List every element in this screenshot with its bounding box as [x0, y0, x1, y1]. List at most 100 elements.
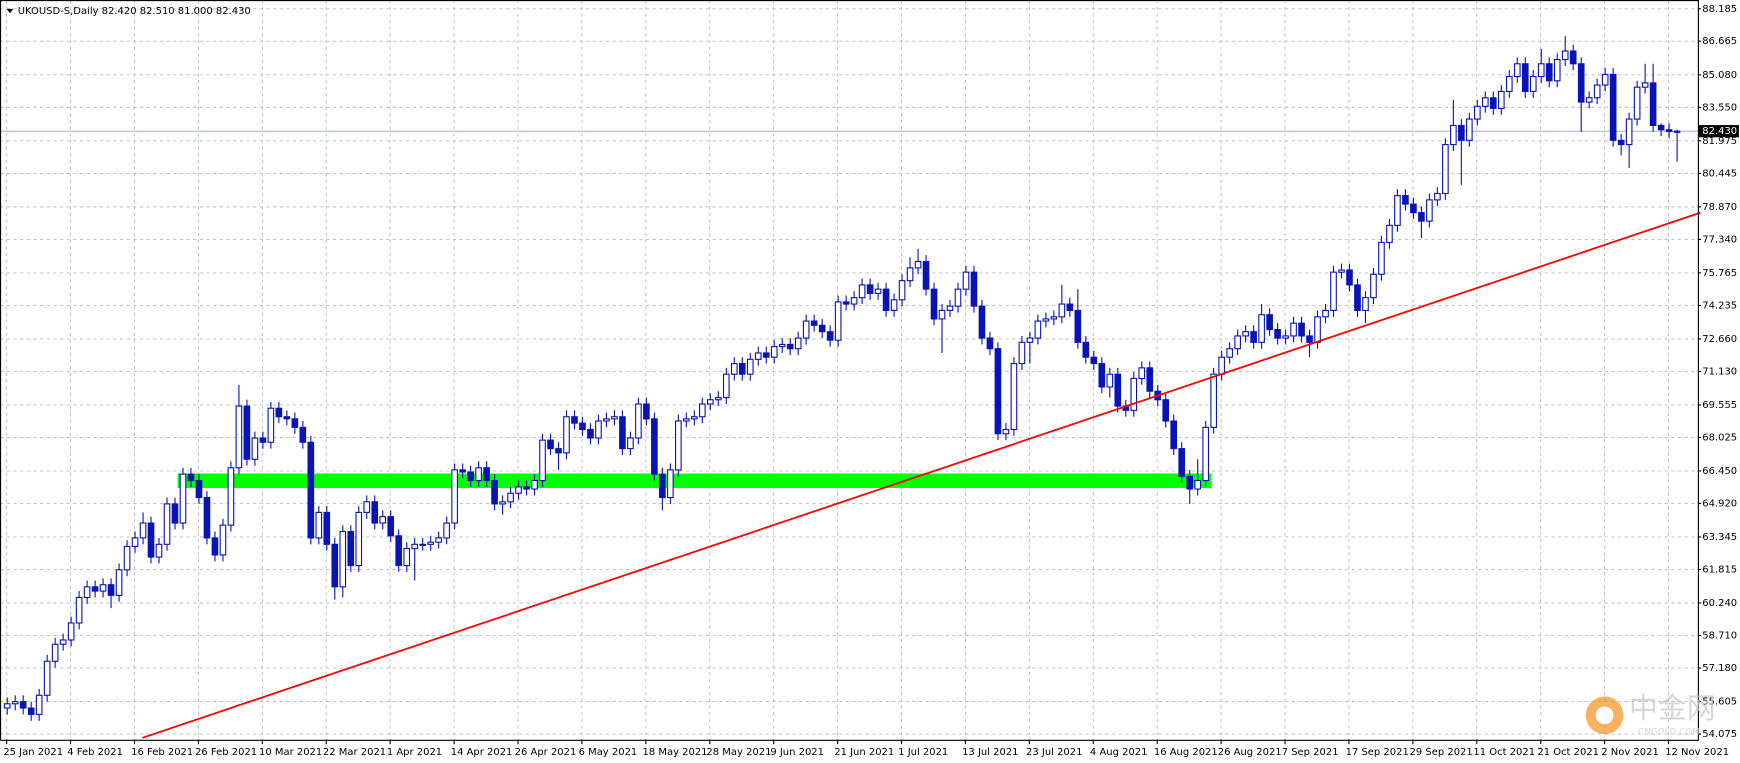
candle-body — [1298, 322, 1305, 337]
x-tick-label: 26 Aug 2021 — [1218, 747, 1282, 758]
candle-body — [1274, 329, 1281, 339]
candle-body — [842, 301, 850, 305]
candle-body — [1434, 192, 1441, 201]
candle-body — [738, 363, 746, 375]
candle-body — [227, 467, 235, 526]
candle-body — [1354, 284, 1361, 311]
candle-body — [555, 448, 562, 454]
candle-body — [994, 348, 1002, 435]
candle-body — [1410, 203, 1417, 214]
candle-body — [1034, 320, 1042, 339]
x-tick-label: 18 May 2021 — [643, 747, 708, 758]
candle-body — [946, 305, 954, 311]
candle-body — [1513, 63, 1521, 78]
candle-body — [467, 471, 474, 482]
candle-body — [1194, 479, 1202, 490]
candle-body — [331, 543, 339, 588]
candle-body — [515, 486, 522, 494]
candle-body — [683, 418, 690, 422]
trendline — [142, 211, 1701, 739]
candle-body — [834, 301, 842, 341]
candle-body — [603, 418, 610, 422]
candle-body — [691, 416, 698, 420]
candle-body — [291, 418, 299, 428]
candle-body — [850, 297, 858, 305]
candle-body — [1146, 367, 1154, 392]
overlays — [0, 130, 1698, 488]
candle-body — [1226, 348, 1233, 358]
candle-body — [675, 420, 682, 471]
candle-body — [770, 346, 778, 358]
candle-body — [643, 403, 650, 420]
y-tick-label: 54.075 — [1702, 729, 1737, 740]
candle-body — [1170, 420, 1178, 450]
candle-body — [1162, 399, 1170, 422]
y-tick-label: 85.080 — [1702, 70, 1737, 81]
grid — [0, 0, 1698, 740]
candle-body — [11, 701, 19, 705]
candle-body — [802, 320, 810, 339]
candle-body — [1641, 82, 1649, 88]
x-tick-label: 9 Jun 2021 — [770, 747, 824, 758]
candle-body — [970, 271, 978, 307]
candle-body — [1330, 271, 1337, 311]
candle-body — [131, 537, 139, 547]
candle-body — [1497, 90, 1505, 109]
candle-body — [571, 416, 578, 424]
candle-body — [347, 530, 355, 567]
candle-body — [315, 511, 323, 539]
candle-body — [595, 420, 602, 439]
candle-body — [1042, 318, 1050, 322]
candle-body — [1210, 373, 1218, 428]
candle-body — [1290, 322, 1297, 337]
candle-body — [746, 358, 754, 375]
candle-body — [1529, 75, 1537, 92]
watermark-title: 中金网 — [1629, 691, 1716, 725]
candle-body — [1074, 309, 1082, 343]
x-tick-label: 28 May 2021 — [706, 747, 771, 758]
candle-body — [355, 511, 363, 567]
candle-body — [1450, 124, 1457, 146]
candle-body — [187, 473, 195, 482]
logo-inner — [1595, 706, 1614, 725]
candle-body — [19, 701, 27, 709]
candle-body — [906, 267, 914, 282]
candle-body — [1537, 63, 1545, 78]
candle-body — [243, 405, 251, 460]
candle-body — [99, 584, 107, 592]
x-tick-label: 14 Apr 2021 — [451, 747, 513, 758]
candle-body — [1633, 86, 1641, 120]
candle-body — [1234, 335, 1241, 350]
candle-body — [714, 397, 722, 401]
y-tick-label: 75.765 — [1702, 268, 1737, 279]
x-tick-label: 16 Feb 2021 — [131, 747, 193, 758]
candle-body — [1673, 130, 1681, 133]
candle-body — [579, 422, 586, 431]
y-tick-label: 86.665 — [1702, 36, 1737, 47]
x-tick-label: 29 Sep 2021 — [1410, 747, 1473, 758]
candle-body — [27, 707, 35, 715]
candle-body — [307, 441, 315, 539]
candle-body — [1130, 377, 1138, 411]
x-tick-label: 21 Jun 2021 — [834, 747, 894, 758]
candle-body — [123, 545, 131, 571]
candle-body — [922, 260, 930, 290]
candle-body — [754, 352, 762, 360]
candle-body — [627, 437, 634, 450]
candle-body — [778, 343, 786, 348]
candle-body — [211, 537, 219, 556]
candle-body — [163, 503, 171, 545]
candle-body — [1322, 309, 1329, 318]
x-tick-label: 7 Sep 2021 — [1282, 747, 1339, 758]
x-tick-label: 11 Oct 2021 — [1473, 747, 1535, 758]
candle-body — [179, 473, 187, 524]
candle-body — [651, 418, 658, 475]
candle-body — [667, 469, 674, 499]
candle-body — [1593, 84, 1601, 99]
candle-body — [1545, 63, 1553, 82]
y-tick-label: 63.345 — [1702, 532, 1737, 543]
candle-body — [1402, 195, 1409, 205]
